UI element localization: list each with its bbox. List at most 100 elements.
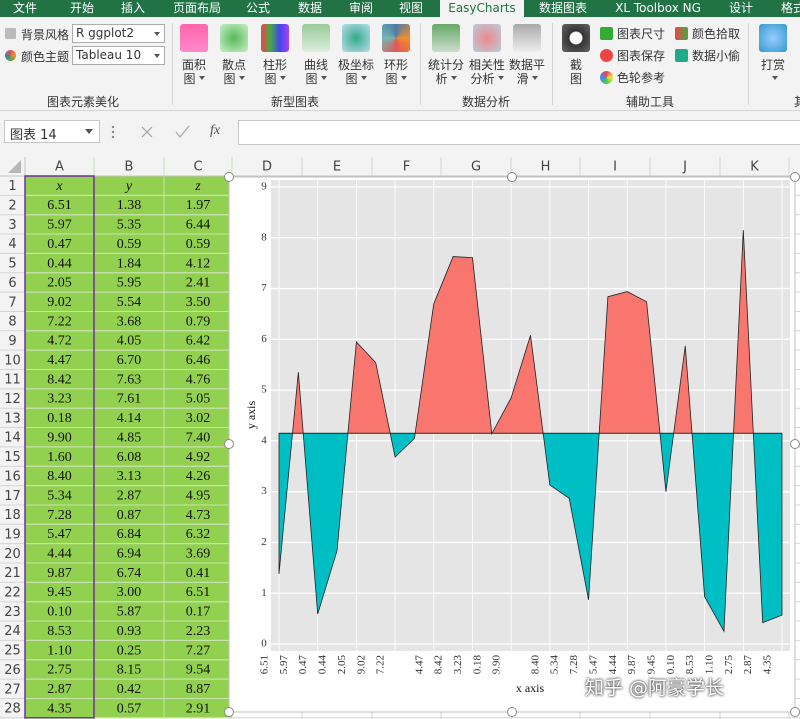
- button-icon[interactable]: [261, 24, 289, 52]
- x-tick-label: 0.44: [317, 655, 329, 675]
- cell: 2.41: [186, 276, 211, 291]
- button-icon[interactable]: [180, 24, 208, 52]
- enter-icon[interactable]: [175, 125, 190, 139]
- ribbon-button[interactable]: 曲线图: [303, 58, 328, 86]
- cell-fill: [94, 176, 164, 196]
- cell: 6.51: [186, 585, 211, 600]
- name-box-text: 图表 14: [10, 128, 57, 143]
- watermark: 知乎 @阿豪学长: [585, 677, 725, 699]
- ribbon-tab[interactable]: 视图: [398, 1, 423, 15]
- ribbon-tab[interactable]: 开始: [69, 1, 94, 15]
- cell: 7.40: [186, 430, 211, 445]
- cell-fill: [25, 621, 94, 641]
- ribbon-tab[interactable]: 页面布局: [172, 1, 221, 15]
- column-header: E: [333, 160, 341, 175]
- cell: 4.05: [117, 334, 142, 349]
- cell: 3.23: [47, 392, 72, 407]
- ribbon-tab[interactable]: 格式: [780, 1, 800, 15]
- ribbon-tab[interactable]: 公式: [245, 1, 270, 15]
- ribbon-button[interactable]: 极坐标图: [337, 58, 374, 86]
- ribbon-button[interactable]: 打赏: [759, 58, 787, 86]
- group-separator: [748, 23, 749, 105]
- formula-input[interactable]: [238, 120, 800, 145]
- y-tick-label: 0: [261, 638, 267, 650]
- ribbon-button[interactable]: 柱形图: [262, 58, 287, 86]
- x-tick-label: 0.47: [297, 655, 309, 675]
- button-icon[interactable]: [220, 24, 248, 52]
- cell-fill: [164, 253, 232, 273]
- ribbon-tab[interactable]: 文件: [12, 1, 37, 15]
- y-axis-title: y axis: [244, 401, 258, 430]
- ribbon-button[interactable]: 统计分析: [427, 58, 464, 86]
- small-button[interactable]: 颜色拾取: [692, 27, 741, 41]
- cell-fill: [25, 504, 94, 525]
- cancel-icon[interactable]: [141, 126, 153, 138]
- group-label: 其: [793, 95, 800, 109]
- button-icon[interactable]: [473, 24, 501, 52]
- cell: 2.87: [47, 682, 72, 697]
- button-icon[interactable]: [302, 24, 330, 52]
- ribbon-tab[interactable]: EasyCharts: [440, 0, 524, 17]
- area-below: [278, 433, 783, 633]
- cell: 4.73: [186, 508, 211, 523]
- small-button[interactable]: 色轮参考: [617, 71, 666, 85]
- name-box[interactable]: 图表 14: [4, 120, 100, 143]
- small-button-icon: [600, 27, 613, 40]
- combo-box[interactable]: Tableau 10: [72, 46, 165, 65]
- row-header: 6: [8, 276, 16, 291]
- cell: 5.47: [47, 527, 72, 542]
- button-icon[interactable]: [759, 24, 787, 52]
- cell: 6.51: [47, 198, 72, 213]
- cell: 0.57: [117, 701, 142, 716]
- cell: 3.68: [117, 314, 142, 329]
- button-icon[interactable]: [382, 24, 410, 52]
- y-tick-label: 6: [261, 333, 267, 345]
- cell-fill: [25, 176, 94, 196]
- button-icon[interactable]: [342, 24, 370, 52]
- ribbon-tab[interactable]: 插入: [120, 1, 145, 15]
- row-header: 28: [4, 702, 21, 717]
- small-button[interactable]: 图表尺寸: [617, 27, 666, 41]
- ribbon-button[interactable]: 散点图: [221, 58, 246, 86]
- dot: [111, 130, 115, 134]
- cell: 4.95: [186, 488, 211, 503]
- cell-fill: [94, 485, 164, 505]
- small-button[interactable]: 数据小偷: [692, 49, 741, 63]
- ribbon-tab[interactable]: XL Toolbox NG: [615, 1, 701, 15]
- formula-icons: [111, 125, 190, 139]
- combo-box[interactable]: R ggplot2: [72, 24, 165, 43]
- ribbon-button[interactable]: 面积图: [181, 58, 206, 86]
- x-tick-label: 9.02: [355, 655, 367, 674]
- row-header: 2: [8, 199, 16, 214]
- cell-fill: [25, 214, 94, 235]
- ribbon-button[interactable]: 数据平滑: [508, 58, 545, 86]
- cell-fill: [94, 543, 164, 563]
- cell: 0.47: [47, 237, 72, 252]
- cell-fill: [94, 427, 164, 447]
- small-button[interactable]: 图表保存: [617, 49, 666, 63]
- ribbon-tab[interactable]: 数据图表: [538, 1, 587, 15]
- cell: 0.42: [117, 682, 142, 697]
- cell-fill: [164, 698, 232, 718]
- column-header: B: [125, 160, 134, 175]
- ribbon-tab[interactable]: 审阅: [348, 1, 373, 15]
- ribbon-button[interactable]: 环形图: [383, 58, 408, 86]
- button-icon[interactable]: [562, 24, 590, 52]
- x-tick-label: 2.05: [336, 655, 348, 675]
- cell-fill: [25, 582, 94, 602]
- button-icon[interactable]: [432, 24, 460, 52]
- cell-fill: [94, 621, 164, 641]
- fx-button[interactable]: fx: [210, 123, 221, 138]
- ribbon-tab[interactable]: 设计: [728, 1, 753, 15]
- ribbon-button[interactable]: 截图: [569, 58, 582, 86]
- ribbon-tab[interactable]: 数据: [297, 1, 322, 15]
- cell-fill: [25, 195, 94, 215]
- cell: 9.54: [186, 663, 211, 678]
- cell: 1.10: [47, 643, 72, 658]
- button-icon[interactable]: [513, 24, 541, 52]
- ribbon-button[interactable]: 相关性分析: [468, 58, 505, 86]
- group-label: 新型图表: [270, 95, 319, 109]
- row-header: 21: [4, 566, 21, 581]
- x-tick-label: 8.53: [684, 655, 696, 675]
- group-separator: [552, 23, 553, 105]
